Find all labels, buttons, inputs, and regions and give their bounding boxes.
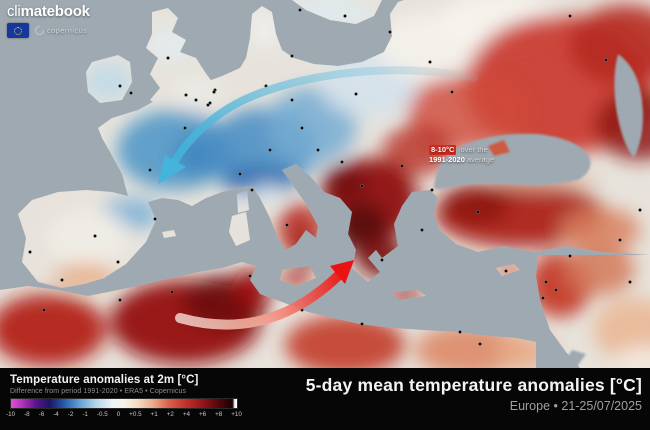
annotation-text-1: over the [458, 145, 488, 154]
annotation-period: 1991-2020 [429, 155, 465, 164]
legend-tick: +0.5 [129, 411, 142, 418]
logo-text-light: cli [7, 3, 21, 20]
copernicus-swoosh-icon [33, 24, 46, 37]
anomaly-annotation: 8-10°C over the 1991-2020 average [429, 145, 494, 165]
copernicus-label: copernicus [47, 26, 88, 35]
legend-tick: +2 [166, 411, 174, 418]
annotation-text-2: average [464, 155, 495, 164]
branding-block: climatebook copernicus [7, 3, 90, 38]
legend-tick: -8 [24, 411, 30, 418]
legend-tick: +10 [231, 411, 242, 418]
footer-title-block: 5-day mean temperature anomalies [°C] Eu… [306, 375, 642, 413]
climatebook-logo: climatebook [7, 3, 90, 20]
colorbar [10, 398, 238, 409]
legend-ticks: -10 -8 -6 -4 -2 -1 -0.5 0 +0.5 +1 +2 +4 +6 +8 +10 [6, 411, 242, 418]
legend-tick: -1 [82, 411, 88, 418]
europe-anomaly-map [0, 0, 650, 368]
inland-seas [434, 54, 643, 368]
legend-block: Temperature anomalies at 2m [°C] Differe… [6, 374, 250, 418]
legend-tick: +6 [198, 411, 207, 418]
crimea-peninsula [488, 140, 510, 156]
legend-tick: -2 [67, 411, 74, 418]
legend-tick: -4 [53, 411, 59, 418]
map-title: 5-day mean temperature anomalies [°C] [305, 375, 642, 395]
footer-bar: Temperature anomalies at 2m [°C] Differe… [0, 368, 650, 430]
logo-text-bold: matebook [20, 3, 90, 20]
legend-title: Temperature anomalies at 2m [°C] [10, 374, 199, 386]
anomaly-badge: 8-10°C [429, 145, 457, 155]
legend-tick: 0 [116, 411, 121, 418]
map-subtitle: Europe • 21-25/07/2025 [509, 399, 642, 413]
legend-tick: +4 [182, 411, 191, 418]
eu-flag-icon [7, 23, 29, 38]
legend-tick: -6 [38, 411, 45, 418]
city-dots [28, 8, 642, 346]
warm-air-arrow [175, 260, 354, 330]
eu-stars-icon [14, 26, 22, 35]
legend-subtitle: Difference from period 1991-2020 • ERA5 … [10, 388, 187, 395]
cool-air-arrow [158, 66, 478, 184]
legend-tick: +8 [215, 411, 223, 418]
legend-tick: +1 [150, 411, 158, 418]
legend-tick: -0.5 [96, 411, 108, 418]
copernicus-logo: copernicus [33, 24, 88, 37]
legend-tick: -10 [6, 411, 16, 418]
